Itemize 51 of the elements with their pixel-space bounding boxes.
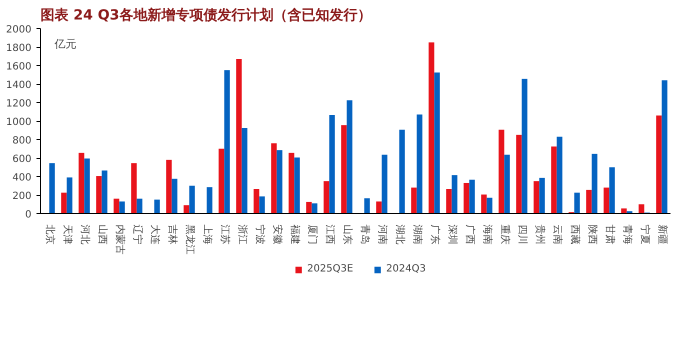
y-tick-label: 1400: [6, 80, 32, 91]
y-tick-label: 0: [25, 210, 32, 220]
x-tick-label: 内蒙古: [114, 224, 126, 254]
x-tick-label: 深圳: [446, 224, 458, 244]
chart-title: 图表 24 Q3各地新增专项债发行计划（含已知发行）: [40, 6, 372, 24]
x-tick-label: 青岛: [358, 224, 371, 244]
x-tick-label: 青海: [621, 224, 634, 244]
x-tick-label: 广东: [428, 224, 441, 244]
x-tick-label: 甘肃: [604, 224, 616, 244]
x-tick-label: 浙江: [236, 224, 248, 244]
x-tick-label: 河南: [376, 224, 388, 244]
x-tick-label: 吉林: [166, 224, 178, 244]
y-tick-label: 1200: [6, 98, 32, 110]
x-tick-label: 宁波: [254, 224, 266, 244]
x-tick-label: 北京: [44, 224, 56, 244]
y-tick-label: 800: [12, 136, 32, 146]
x-tick-label: 海南: [481, 224, 494, 244]
y-tick-label: 2000: [6, 24, 32, 36]
x-tick-label: 陕西: [586, 224, 598, 244]
x-tick-label: 西藏: [568, 224, 581, 244]
x-tick-label: 新疆: [656, 224, 668, 244]
x-tick-label: 黑龙江: [184, 224, 196, 254]
y-tick-label: 1600: [6, 62, 32, 72]
x-tick-label: 云南: [551, 224, 564, 244]
x-tick-label: 广西: [464, 224, 476, 244]
x-tick-label: 湖南: [411, 224, 424, 244]
x-tick-label: 贵州: [534, 224, 546, 244]
x-tick-label: 山东: [341, 224, 354, 244]
x-tick-label: 江苏: [218, 224, 231, 244]
x-tick-label: 大连: [148, 224, 161, 244]
legend-label: 2024Q3: [386, 264, 426, 274]
x-tick-label: 厦门: [306, 224, 318, 244]
x-tick-label: 辽宁: [131, 224, 144, 244]
x-tick-label: 河北: [78, 224, 91, 244]
x-tick-label: 天津: [61, 224, 74, 244]
y-axis-title: 亿元: [54, 38, 76, 50]
x-tick-label: 四川: [516, 224, 528, 244]
x-tick-label: 宁夏: [638, 224, 651, 244]
y-tick-label: 1800: [6, 43, 32, 54]
y-tick-label: 1000: [6, 117, 32, 128]
x-tick-label: 福建: [288, 224, 301, 244]
y-tick-label: 400: [12, 172, 32, 184]
x-tick-label: 江西: [324, 224, 336, 244]
x-tick-label: 安徽: [271, 224, 284, 244]
y-tick-label: 200: [12, 191, 32, 202]
x-tick-label: 上海: [201, 224, 214, 244]
y-tick-label: 600: [12, 154, 32, 165]
x-tick-label: 山西: [96, 224, 108, 244]
x-tick-label: 湖北: [394, 224, 406, 244]
legend-label: 2025Q3E: [307, 264, 354, 274]
x-tick-label: 重庆: [498, 224, 511, 244]
